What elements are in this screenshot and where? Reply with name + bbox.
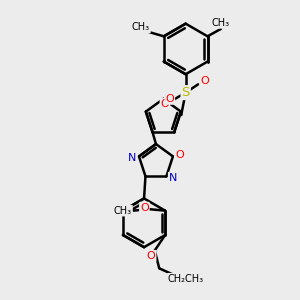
Text: O: O	[147, 251, 156, 261]
Text: O: O	[200, 76, 209, 86]
Text: N: N	[128, 153, 136, 163]
Text: CH₂CH₃: CH₂CH₃	[168, 274, 204, 284]
Text: CH₃: CH₃	[132, 22, 150, 32]
Text: O: O	[166, 94, 174, 104]
Text: O: O	[140, 203, 149, 213]
Text: CH₃: CH₃	[114, 206, 132, 216]
Text: N: N	[169, 173, 177, 183]
Text: O: O	[175, 150, 184, 160]
Text: S: S	[182, 86, 190, 99]
Text: CH₃: CH₃	[212, 18, 230, 28]
Text: O: O	[160, 99, 169, 109]
